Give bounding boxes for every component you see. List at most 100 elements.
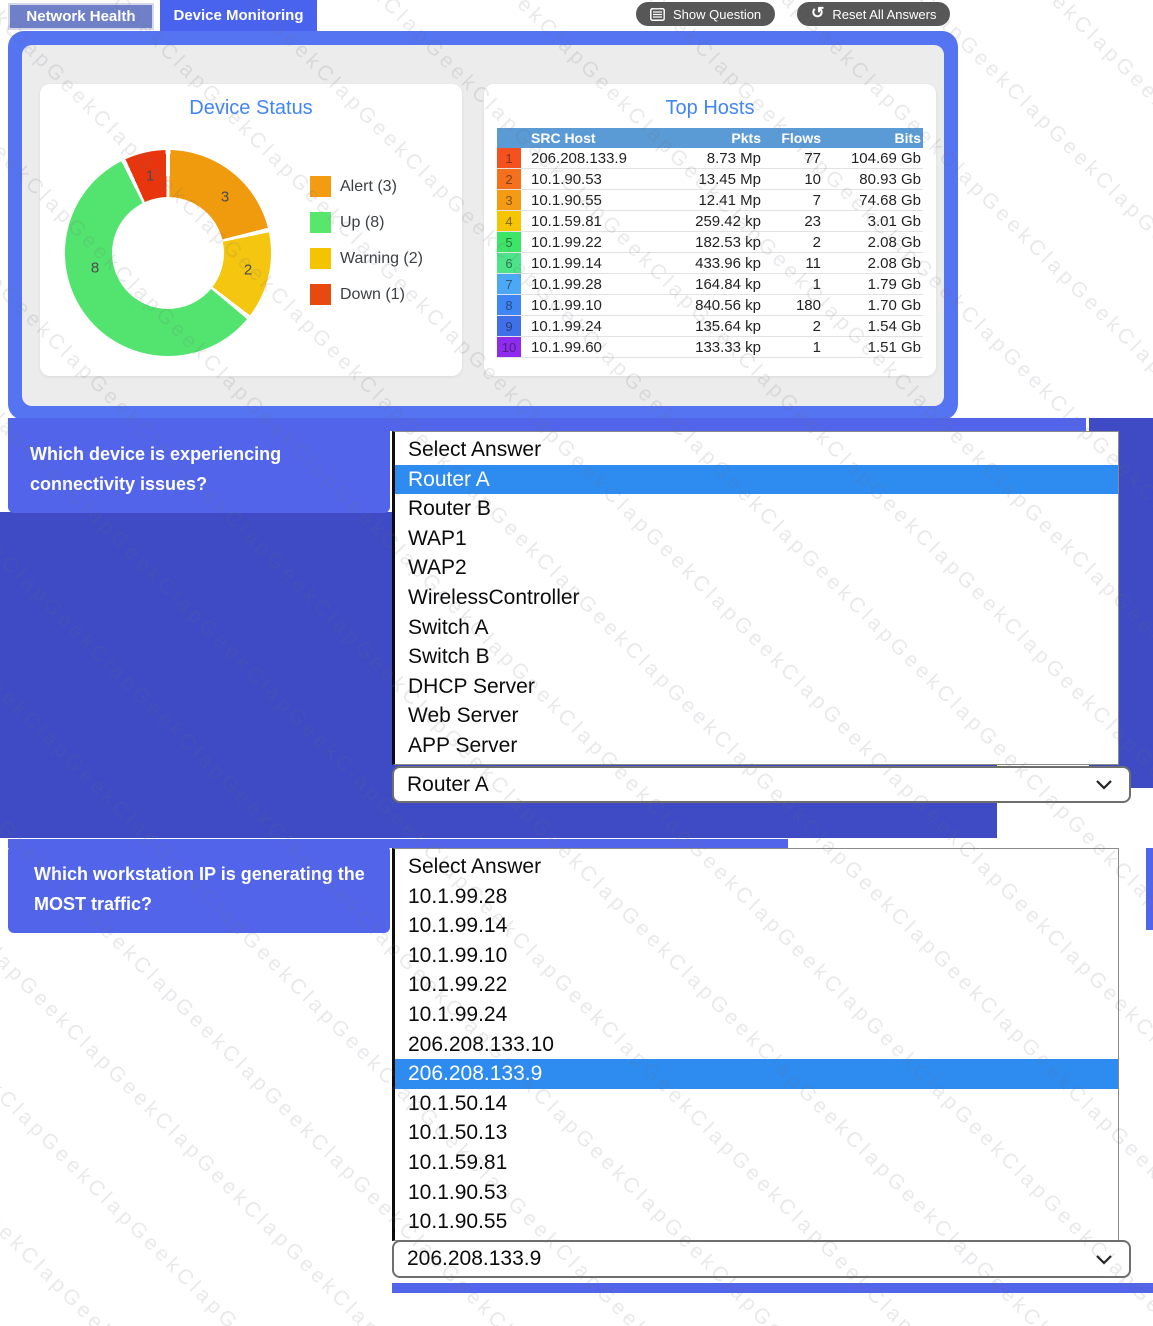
option[interactable]: 10.1.99.10 [408,943,508,967]
device-status-donut-chart: 3 2 8 1 [65,150,271,356]
cell-host: 10.1.99.24 [531,317,602,335]
option-highlighted[interactable]: Router A [395,464,1118,495]
option[interactable]: 10.1.99.24 [408,1002,508,1026]
cell-bits: 2.08 Gb [867,254,921,272]
option[interactable]: Select Answer [408,438,542,461]
legend-swatch-alert [310,176,331,197]
tab-network-health[interactable]: Network Health [8,3,154,30]
top-hosts-title: Top Hosts [665,97,755,119]
cell-flows: 2 [812,233,821,251]
col-src-host: SRC Host [531,130,596,146]
cell-bits: 80.93 Gb [859,170,921,188]
cell-flows: 23 [804,212,821,230]
cell-pkts: 259.42 kp [695,212,761,230]
device-status-title: Device Status [189,97,313,119]
question1-selected-value: Router A [407,772,489,796]
table-row: 9 10.1.99.24 135.64 kp 2 1.54 Gb [497,316,923,337]
legend-label-warning: Warning (2) [340,249,423,267]
option[interactable]: Router B [408,497,491,521]
cell-host: 10.1.99.60 [531,338,602,356]
cell-bits: 1.70 Gb [867,296,921,314]
table-row: 4 10.1.59.81 259.42 kp 23 3.01 Gb [497,211,923,232]
chevron-down-icon [1096,780,1112,790]
table-row: 8 10.1.99.10 840.56 kp 180 1.70 Gb [497,295,923,316]
cell-pkts: 840.56 kp [695,296,761,314]
table-row: 7 10.1.99.28 164.84 kp 1 1.79 Gb [497,274,923,295]
cell-pkts: 135.64 kp [695,317,761,335]
cell-flows: 180 [795,296,821,314]
table-row: 3 10.1.90.55 12.41 Mp 7 74.68 Gb [497,190,923,211]
question1-dropdown-list[interactable]: Select Answer Router A Router B WAP1 WAP… [392,431,1119,765]
option[interactable]: WirelessController [408,585,580,609]
cell-bits: 2.08 Gb [867,233,921,251]
rank-badge: 3 [497,190,521,210]
option[interactable]: 10.1.90.55 [408,1210,508,1234]
slice-label-warning: 2 [243,261,253,279]
rank-badge: 1 [497,148,521,168]
question1-select[interactable]: Router A [392,766,1131,803]
cell-flows: 1 [812,338,821,356]
table-row: 6 10.1.99.14 433.96 kp 11 2.08 Gb [497,253,923,274]
rank-badge: 6 [497,253,521,273]
option[interactable]: 10.1.50.14 [408,1091,508,1115]
cell-host: 10.1.59.81 [531,212,602,230]
slice-label-alert: 3 [220,188,230,206]
cell-bits: 104.69 Gb [850,149,921,167]
cell-host: 206.208.133.9 [531,149,627,167]
question2-band [8,839,788,848]
cell-pkts: 8.73 Mp [706,149,761,167]
cell-flows: 1 [812,275,821,293]
option-highlighted[interactable]: 206.208.133.9 [395,1059,1118,1089]
list-icon [650,7,665,21]
rank-badge: 9 [497,316,521,336]
dashboard-panel: Device Status 3 2 8 1 Alert (3) Up (8) [8,31,958,420]
option[interactable]: 10.1.99.22 [408,973,508,997]
option[interactable]: Web Server [408,704,519,728]
option[interactable]: DHCP Server [408,674,535,698]
slice-label-up: 8 [90,259,100,277]
option[interactable]: 10.1.90.53 [408,1180,508,1204]
question2-text: Which workstation IP is generating the M… [34,864,365,914]
col-flows: Flows [781,130,821,146]
option[interactable]: Switch B [408,645,490,669]
legend-label-down: Down (1) [340,285,405,303]
legend-swatch-up [310,212,331,233]
cell-flows: 11 [805,254,821,272]
option[interactable]: 10.1.50.13 [408,1121,508,1145]
cell-bits: 74.68 Gb [859,191,921,209]
option[interactable]: WAP2 [408,556,467,580]
reset-all-answers-button[interactable]: ↺ Reset All Answers [797,2,951,26]
show-question-button[interactable]: Show Question [636,2,776,26]
option[interactable]: 10.1.99.28 [408,884,508,908]
rank-badge: 5 [497,232,521,252]
question2-panel: Which workstation IP is generating the M… [8,845,390,933]
reset-icon: ↺ [811,5,825,22]
question2-sliver [1146,848,1153,930]
dashboard-panel-inner: Device Status 3 2 8 1 Alert (3) Up (8) [22,45,944,406]
cell-bits: 1.51 Gb [867,338,921,356]
cell-flows: 77 [804,149,821,167]
tab-device-monitoring[interactable]: Device Monitoring [160,0,317,31]
question2-select[interactable]: 206.208.133.9 [392,1240,1131,1278]
cell-bits: 1.54 Gb [867,317,921,335]
legend-item-warning: Warning (2) [310,248,423,269]
option[interactable]: Select Answer [408,855,542,878]
option[interactable]: APP Server [408,733,518,757]
col-pkts: Pkts [731,130,761,146]
legend-swatch-warning [310,248,331,269]
chevron-down-icon [1096,1254,1112,1265]
option[interactable]: 10.1.99.14 [408,914,508,938]
question2-dropdown-list[interactable]: Select Answer 10.1.99.28 10.1.99.14 10.1… [392,848,1119,1241]
table-row: 1 206.208.133.9 8.73 Mp 77 104.69 Gb [497,148,923,169]
option[interactable]: 206.208.133.10 [408,1032,554,1056]
table-row: 5 10.1.99.22 182.53 kp 2 2.08 Gb [497,232,923,253]
reset-all-label: Reset All Answers [832,6,937,22]
option[interactable]: WAP1 [408,526,467,550]
option[interactable]: Switch A [408,615,489,639]
legend-label-up: Up (8) [340,213,385,231]
option[interactable]: 10.1.59.81 [408,1150,508,1174]
col-bits: Bits [894,130,921,146]
question1-panel: Which device is experiencing connectivit… [8,424,390,513]
question2-selected-value: 206.208.133.9 [407,1247,542,1270]
